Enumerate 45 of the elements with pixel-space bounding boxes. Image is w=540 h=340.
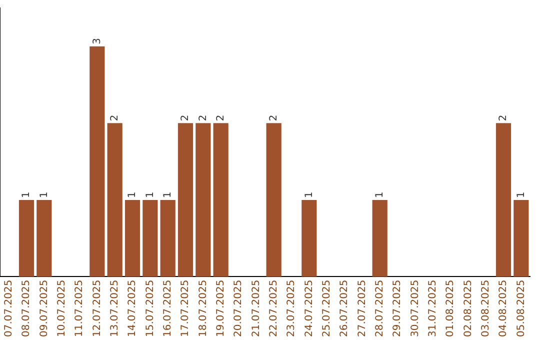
- x-tick-label: 28.07.2025: [374, 280, 386, 338]
- x-tick-label: 05.08.2025: [516, 280, 527, 338]
- x-tick-label: 30.07.2025: [410, 280, 421, 338]
- x-tick-label: 24.07.2025: [304, 280, 315, 338]
- data-label: 1: [38, 192, 50, 198]
- data-label: 1: [374, 192, 386, 198]
- data-label: 2: [268, 114, 280, 122]
- data-label: 2: [180, 114, 192, 122]
- data-label: 2: [215, 114, 226, 122]
- x-tick-label: 15.07.2025: [144, 280, 156, 338]
- x-tick-label: 22.07.2025: [268, 280, 280, 338]
- x-tick-label: 10.07.2025: [56, 280, 68, 338]
- x-tick-label: 09.07.2025: [38, 280, 50, 338]
- x-tick-label: 07.07.2025: [3, 280, 14, 338]
- x-tick-label: 13.07.2025: [109, 280, 120, 338]
- x-tick-label: 02.08.2025: [462, 280, 474, 338]
- x-tick-label: 21.07.2025: [250, 280, 262, 338]
- x-tick-label: 20.07.2025: [233, 280, 244, 338]
- data-label: 3: [92, 38, 103, 44]
- data-label: 2: [109, 114, 120, 122]
- x-tick-label: 08.07.2025: [21, 280, 32, 338]
- data-label: 1: [21, 192, 32, 198]
- x-tick-label: 29.07.2025: [392, 280, 404, 338]
- x-tick-label: 03.08.2025: [480, 280, 492, 338]
- x-tick-label: 11.07.2025: [74, 280, 86, 338]
- x-tick-label: 16.07.2025: [162, 280, 174, 338]
- data-label: 1: [304, 192, 315, 198]
- data-label: 1: [162, 192, 174, 198]
- x-tick-label: 26.07.2025: [339, 280, 350, 338]
- x-tick-label: 23.07.2025: [286, 280, 298, 338]
- data-label: 1: [144, 192, 156, 198]
- x-tick-label: 18.07.2025: [198, 280, 209, 338]
- x-tick-label: 04.08.2025: [498, 280, 510, 338]
- data-label: 1: [516, 192, 527, 198]
- x-tick-label: 25.07.2025: [321, 280, 332, 338]
- x-tick-label: 27.07.2025: [356, 280, 368, 338]
- x-tick-label: 31.07.2025: [427, 280, 438, 338]
- data-label: 2: [198, 114, 209, 122]
- x-tick-label: 12.07.2025: [92, 280, 103, 338]
- x-tick-label: 19.07.2025: [215, 280, 226, 338]
- x-tick-label: 14.07.2025: [127, 280, 138, 338]
- data-label: 2: [498, 114, 510, 122]
- x-tick-label: 17.07.2025: [180, 280, 192, 338]
- x-tick-label: 01.08.2025: [445, 280, 456, 338]
- data-label: 1: [127, 192, 138, 198]
